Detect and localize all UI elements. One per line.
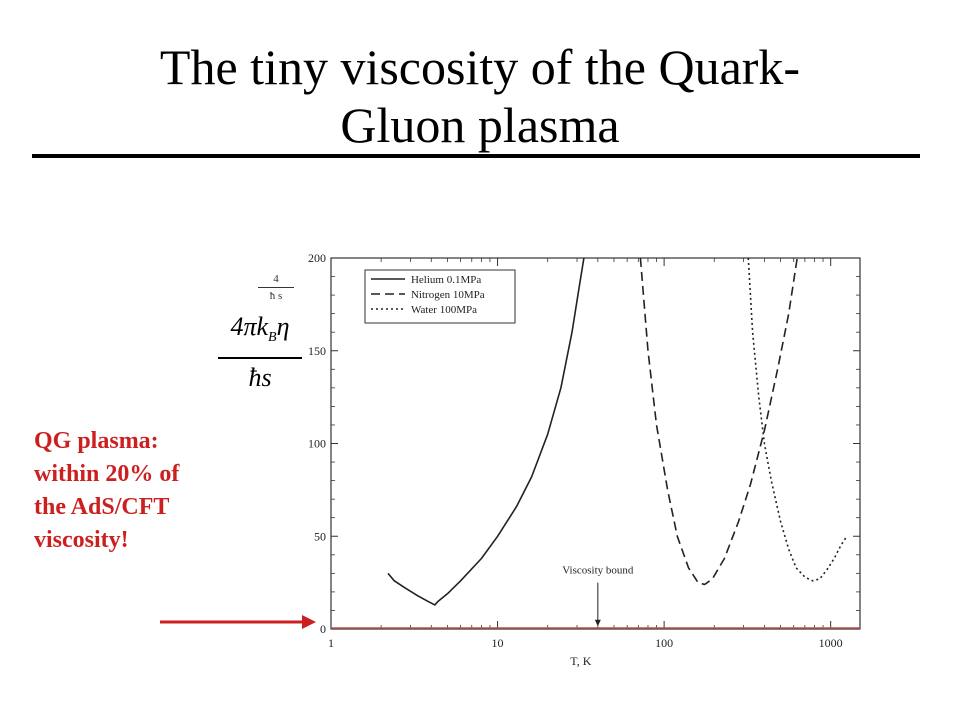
series-line-nitrogen [639,257,798,586]
y-axis-formula: 4πkBη ħs [218,312,302,393]
x-tick-label: 1000 [819,636,843,650]
viscosity-chart: 0 50 100 150 200 1 10 100 1000 T, K Viscosity boun… [308,251,861,668]
y-tick-label: 200 [308,251,326,265]
y-axis-formula-numerator: 4πkBη [218,312,302,353]
y-axis-label-small-denominator: ħ s [269,290,283,302]
y-tick-label: 0 [320,622,326,636]
annotation-line-3: the AdS/CFT [34,494,170,520]
x-tick-label: 1 [328,636,334,650]
y-axis-formula-denominator: ħs [248,363,272,393]
x-tick-label: 100 [655,636,673,650]
slide-title-line-1: The tiny viscosity of the Quark- [159,39,801,95]
y-axis-label-small-numerator: 4 [273,273,279,285]
x-axis-label: T, K [570,654,591,668]
x-tick-label: 10 [492,636,504,650]
y-tick-label: 150 [308,344,326,358]
red-arrow-icon [160,615,316,629]
annotation-line-1: QG plasma: [34,428,159,454]
legend-label: Nitrogen 10MPa [411,289,485,301]
y-tick-label: 100 [308,437,326,451]
qg-plasma-annotation: QG plasma: within 20% of the AdS/CFT vis… [34,425,264,557]
annotation-line-4: viscosity! [34,527,129,553]
y-axis-formula-eta: η [276,312,290,341]
legend-label: Helium 0.1MPa [411,274,481,286]
series-line-water [747,257,848,582]
y-axis-label-small-fraction-bar [258,287,294,288]
y-axis-label-small: 4 ħ s [258,272,294,303]
annotation-line-2: within 20% of [34,461,180,487]
y-tick-label: 50 [314,529,326,543]
legend-label: Water 100MPa [411,304,477,316]
slide-title-line-2: Gluon plasma [340,97,620,153]
title-underline [32,154,920,158]
y-axis-formula-subscript: B [268,330,277,346]
slide-title: The tiny viscosity of the Quark- Gluon p… [40,38,920,154]
y-axis-formula-fraction-bar [218,357,302,360]
viscosity-bound-arrow-head [594,619,601,627]
viscosity-bound-annotation: Viscosity bound [562,564,634,576]
y-axis-formula-4pik: 4πk [230,312,269,341]
series-line-helium [387,257,585,606]
